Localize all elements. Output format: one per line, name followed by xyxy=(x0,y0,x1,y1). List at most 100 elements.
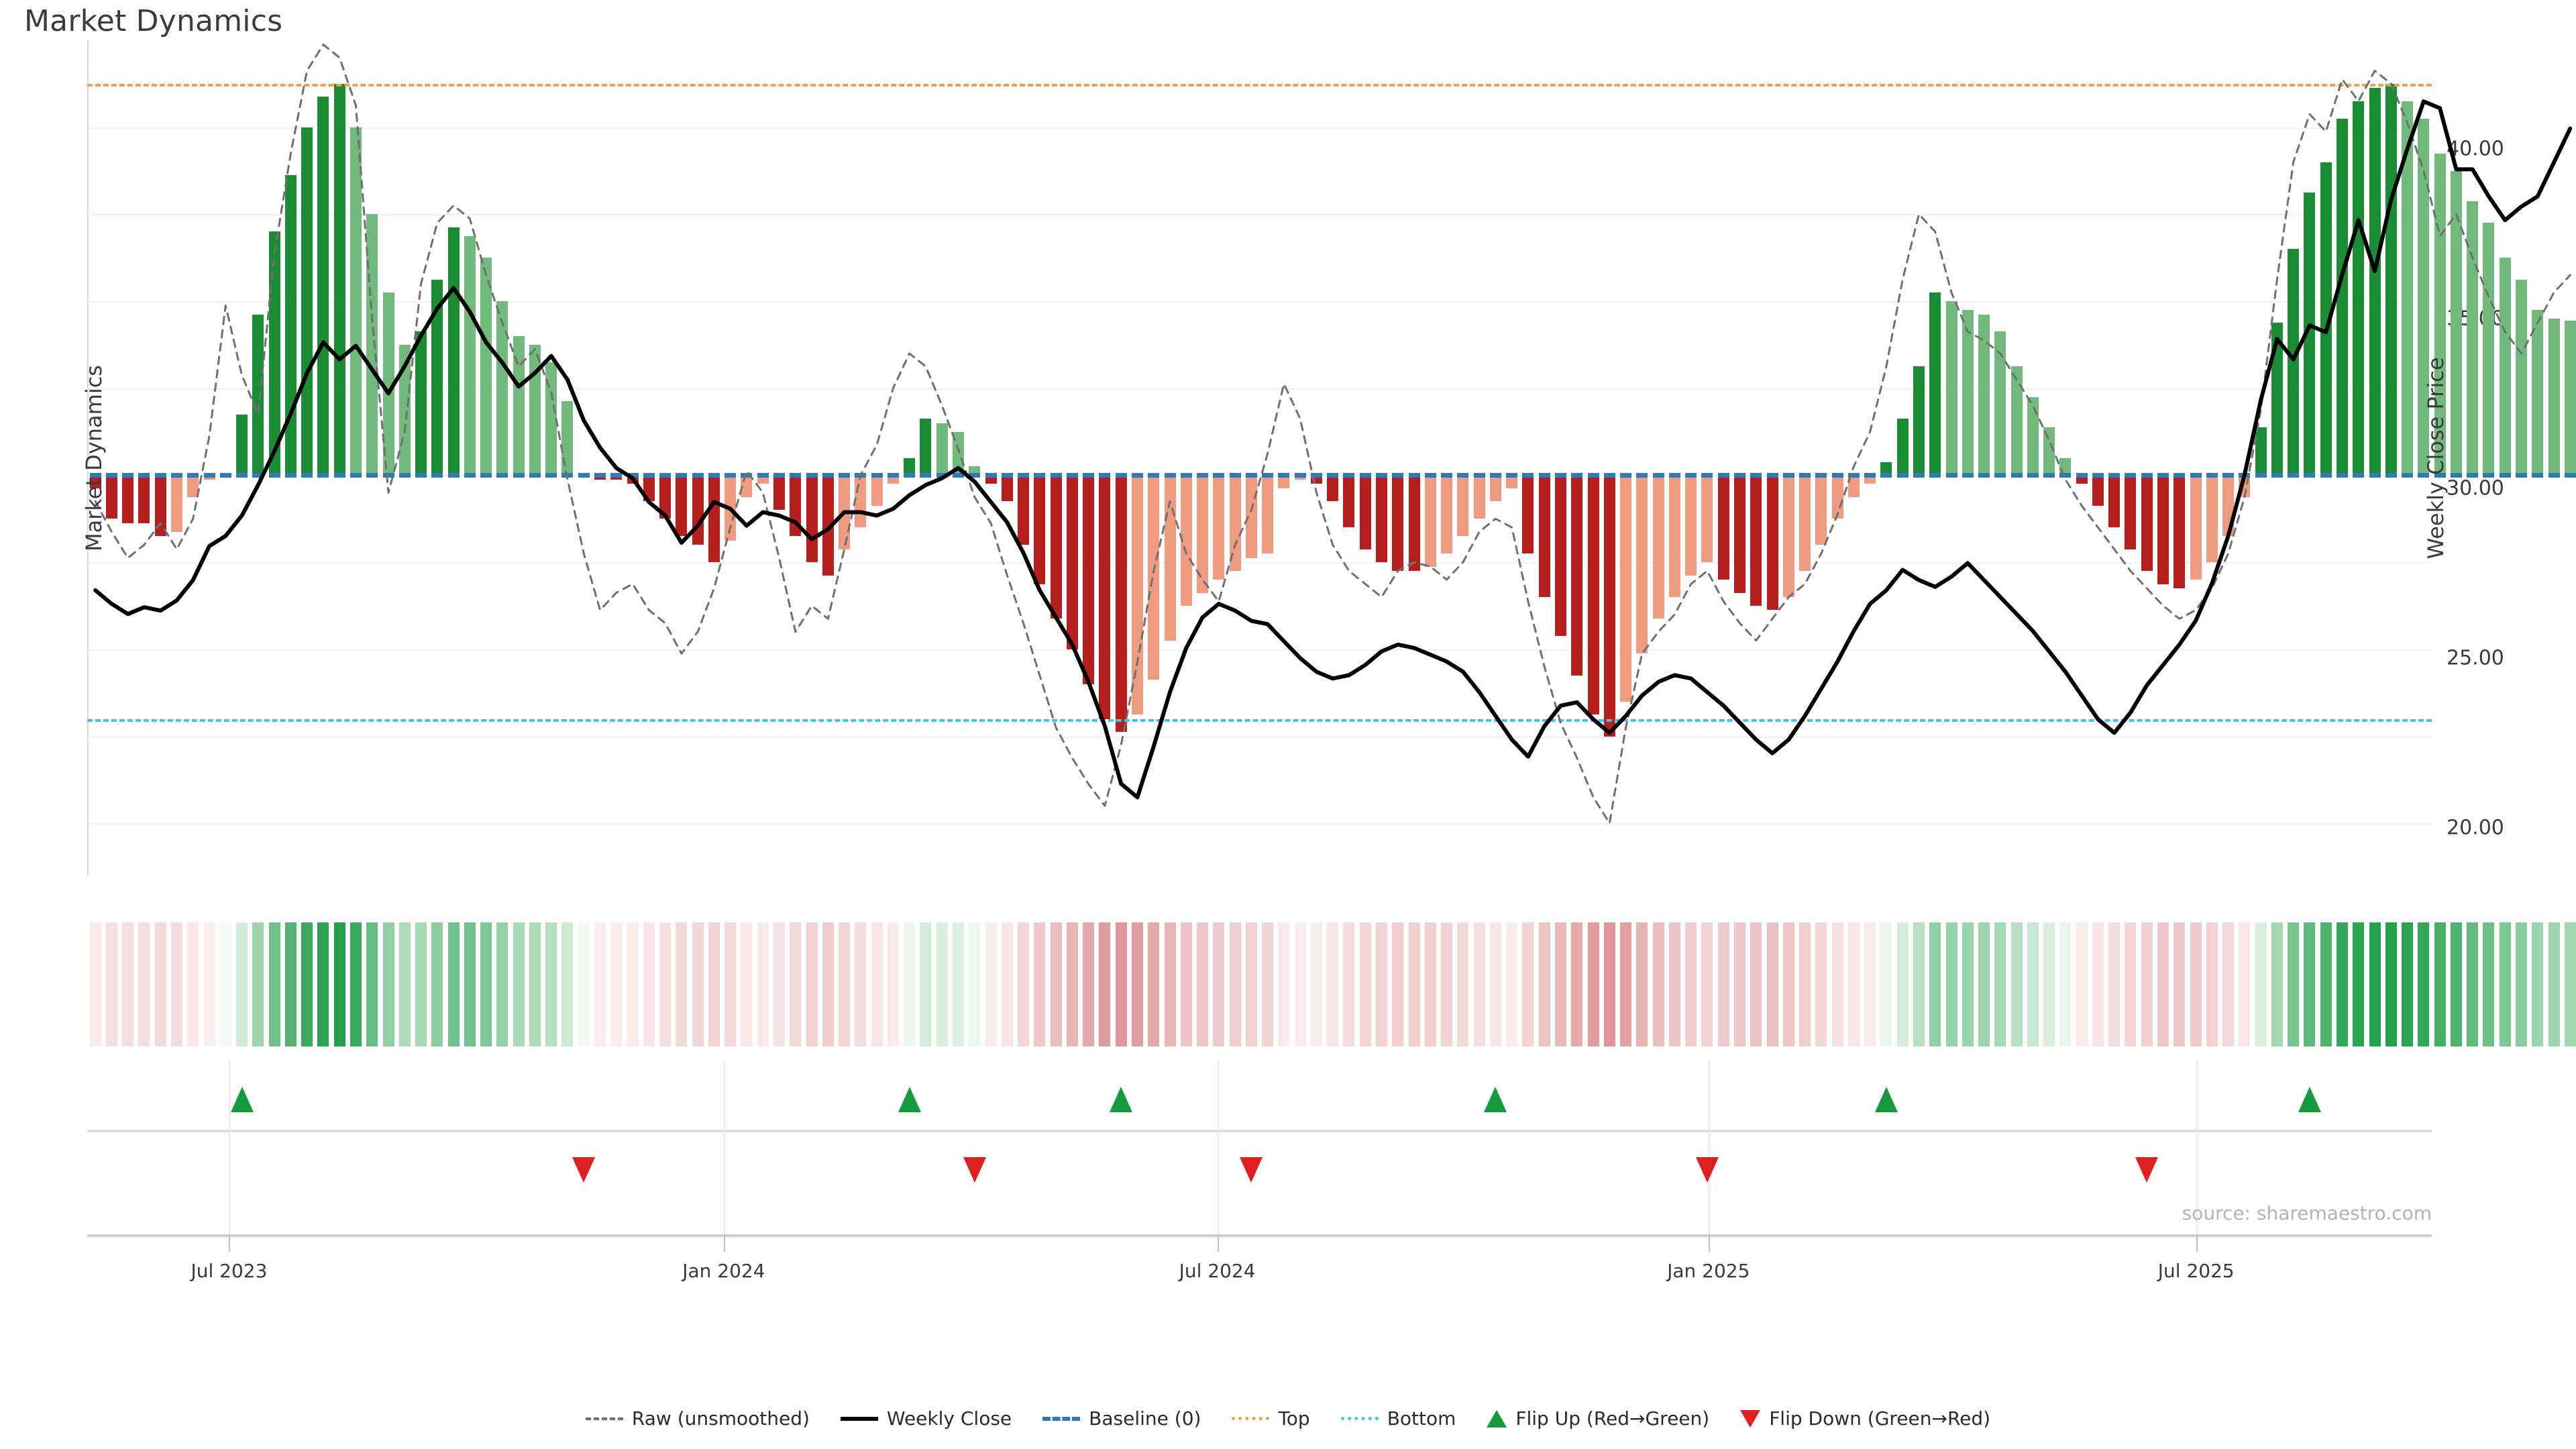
flip-band-gridline xyxy=(723,1060,725,1234)
baseline-segment xyxy=(2499,473,2511,478)
heatmap-cell xyxy=(1018,922,1030,1046)
dynamics-bar xyxy=(236,414,248,476)
legend-item-weekly-close[interactable]: Weekly Close xyxy=(840,1407,1012,1430)
dynamics-bar xyxy=(1571,475,1583,676)
dynamics-bar xyxy=(1522,475,1534,554)
baseline-segment xyxy=(89,473,101,478)
baseline-segment xyxy=(1343,473,1355,478)
baseline-segment xyxy=(398,473,411,478)
heatmap-cell xyxy=(105,922,117,1046)
dynamics-bar xyxy=(1099,475,1111,719)
dynamics-bar xyxy=(2255,427,2267,476)
flip-band-gridline xyxy=(1217,1060,1219,1234)
heatmap-cell xyxy=(154,922,166,1046)
heatmap-cell xyxy=(1180,922,1192,1046)
dynamics-bar xyxy=(1359,475,1371,549)
legend-item-top[interactable]: Top xyxy=(1232,1407,1310,1430)
heatmap-cell xyxy=(284,922,297,1046)
heatmap-cell xyxy=(545,922,557,1046)
heatmap-cell xyxy=(1978,922,1990,1046)
heatmap-cell xyxy=(659,922,672,1046)
dynamics-bar xyxy=(1994,331,2006,476)
dynamics-bar xyxy=(496,301,508,476)
dynamics-bar xyxy=(2092,475,2104,506)
dynamics-bar xyxy=(138,475,150,523)
heatmap-cell xyxy=(1864,922,1876,1046)
heatmap-cell xyxy=(1115,922,1127,1046)
left-axis-spine xyxy=(87,40,89,875)
heatmap-cell xyxy=(1896,922,1909,1046)
baseline-segment xyxy=(1457,473,1469,478)
baseline-segment xyxy=(2255,473,2267,478)
heatmap-cell xyxy=(2353,922,2365,1046)
heatmap-cell xyxy=(1847,922,1860,1046)
heatmap-cell xyxy=(1929,922,1941,1046)
baseline-segment xyxy=(1733,473,1746,478)
dynamics-bar xyxy=(936,423,948,476)
baseline-segment xyxy=(1782,473,1794,478)
baseline-segment xyxy=(594,473,606,478)
dynamics-bar xyxy=(2320,162,2332,476)
legend-item-raw-unsmoothed[interactable]: Raw (unsmoothed) xyxy=(585,1407,810,1430)
heatmap-cell xyxy=(1766,922,1778,1046)
dynamics-bar xyxy=(1457,475,1469,537)
baseline-segment xyxy=(2483,473,2495,478)
series-lines xyxy=(93,43,2573,824)
dynamics-bar xyxy=(1506,475,1518,488)
flip-up-marker xyxy=(1874,1087,1898,1112)
baseline-segment xyxy=(1229,473,1241,478)
legend-item-flip-down[interactable]: Flip Down (Green→Red) xyxy=(1740,1407,1990,1430)
baseline-segment xyxy=(1962,473,1974,478)
bottom-reference-line xyxy=(87,718,2432,722)
baseline-segment xyxy=(757,473,769,478)
gridline xyxy=(87,301,2432,303)
heatmap-cell xyxy=(2402,922,2414,1046)
baseline-segment xyxy=(2206,473,2218,478)
baseline-segment xyxy=(936,473,948,478)
dynamics-bar xyxy=(2353,101,2365,476)
heatmap-cell xyxy=(89,922,101,1046)
gridline xyxy=(87,214,2432,216)
dynamics-bar xyxy=(2548,319,2560,476)
heatmap-cell xyxy=(203,922,215,1046)
heatmap-cell xyxy=(1148,922,1160,1046)
baseline-segment xyxy=(969,473,981,478)
dynamics-bar xyxy=(1376,475,1388,563)
dynamics-bar xyxy=(1685,475,1697,576)
legend-item-flip-up[interactable]: Flip Up (Red→Green) xyxy=(1487,1407,1709,1430)
legend-dotted-line-icon xyxy=(1232,1417,1270,1420)
dynamics-bar xyxy=(1034,475,1046,584)
heatmap-cell xyxy=(2385,922,2397,1046)
heatmap-cell xyxy=(2483,922,2495,1046)
heatmap-cell xyxy=(1245,922,1257,1046)
baseline-segment xyxy=(1489,473,1501,478)
baseline-segment xyxy=(2402,473,2414,478)
dynamics-bar xyxy=(105,475,117,519)
dynamics-bar xyxy=(1327,475,1339,502)
legend-item-bottom[interactable]: Bottom xyxy=(1340,1407,1456,1430)
baseline-segment xyxy=(708,473,720,478)
dynamics-bar xyxy=(1847,475,1860,497)
baseline-segment xyxy=(1245,473,1257,478)
heatmap-cell xyxy=(1489,922,1501,1046)
baseline-segment xyxy=(203,473,215,478)
heatmap-cell xyxy=(1164,922,1176,1046)
dynamics-bar xyxy=(2402,101,2414,476)
flip-down-marker xyxy=(572,1157,596,1183)
heatmap-cell xyxy=(122,922,134,1046)
baseline-segment xyxy=(2027,473,2039,478)
heatmap-cell xyxy=(627,922,639,1046)
heatmap-cell xyxy=(219,922,231,1046)
dynamics-bar xyxy=(415,331,427,476)
heatmap-cell xyxy=(2222,922,2235,1046)
baseline-segment xyxy=(2450,473,2462,478)
heatmap-cell xyxy=(2548,922,2560,1046)
heatmap-cell xyxy=(480,922,492,1046)
baseline-segment xyxy=(2157,473,2169,478)
dynamics-bar xyxy=(317,97,329,476)
flip-band-gridline xyxy=(1708,1060,1710,1234)
heatmap-cell xyxy=(2337,922,2348,1046)
legend-item-baseline[interactable]: Baseline (0) xyxy=(1042,1407,1201,1430)
heatmap-cell xyxy=(1050,922,1062,1046)
baseline-segment xyxy=(1213,473,1225,478)
